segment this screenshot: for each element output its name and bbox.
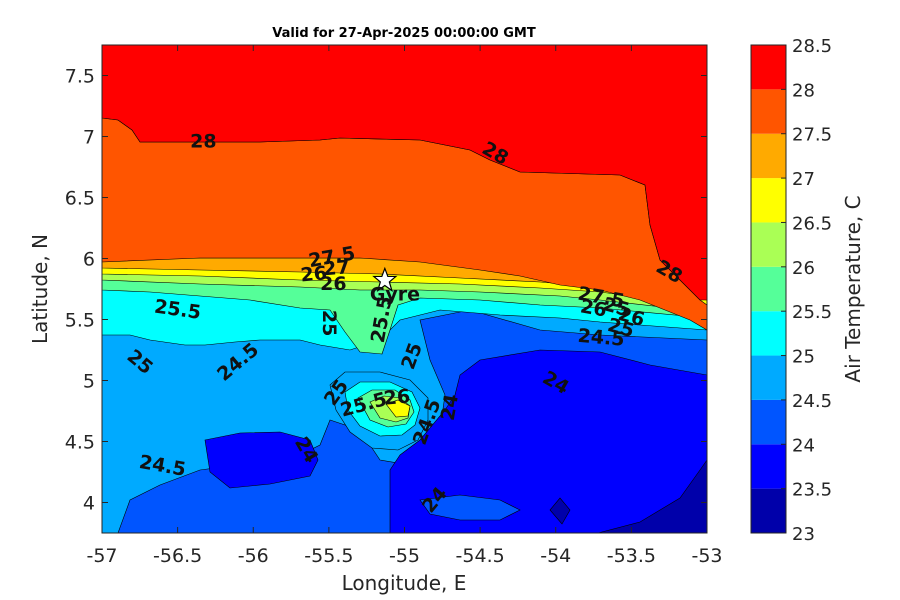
colorbar-tick-label: 27 bbox=[792, 169, 815, 190]
colorbar-tick-label: 26.5 bbox=[792, 213, 832, 234]
y-tick-label: 7 bbox=[83, 127, 95, 149]
colorbar-tick-label: 24.5 bbox=[792, 391, 832, 412]
colorbar-swatch bbox=[751, 89, 786, 134]
colorbar-swatch bbox=[751, 444, 786, 489]
colorbar-swatch bbox=[751, 178, 786, 223]
contour-island-24-24.5 bbox=[419, 494, 521, 521]
y-axis: 4 4.5 5 5.5 6 6.5 7 7.5 bbox=[65, 66, 707, 515]
colorbar-swatch bbox=[751, 222, 786, 267]
colorbar-swatch bbox=[751, 399, 786, 445]
y-tick-label: 4.5 bbox=[65, 432, 95, 454]
contour-label: 25 bbox=[318, 310, 340, 336]
contour-label: 24 bbox=[437, 392, 463, 422]
contour-label: 26 bbox=[579, 295, 609, 321]
contour-region-23.5-24-east bbox=[389, 349, 707, 533]
y-tick-label: 5.5 bbox=[65, 310, 95, 332]
contour-pocket-23.5-24-west bbox=[204, 431, 319, 489]
y-tick-label: 4 bbox=[83, 493, 95, 515]
plot-area bbox=[102, 45, 707, 533]
colorbar-tick-label: 27.5 bbox=[792, 125, 832, 146]
x-tick-label: -56.5 bbox=[153, 545, 202, 567]
contour-pocket-26.5-27 bbox=[385, 399, 411, 418]
colorbar: 23 23.5 24 24.5 25 25.5 26 26.5 27 27.5 28 28.5 bbox=[750, 36, 832, 545]
colorbar-swatch bbox=[751, 488, 786, 533]
chart-title: Valid for 27-Apr-2025 00:00:00 GMT bbox=[272, 26, 536, 41]
station-marker: Gyre bbox=[370, 266, 420, 305]
colorbar-tick-label: 23 bbox=[792, 524, 815, 545]
colorbar-frame bbox=[750, 44, 787, 534]
x-tick-label: -55 bbox=[389, 545, 420, 567]
x-tick-label: -54 bbox=[540, 545, 571, 567]
contour-label: 27 bbox=[322, 256, 350, 280]
x-tick-label: -53 bbox=[691, 545, 722, 567]
y-tick-label: 6 bbox=[83, 249, 95, 271]
colorbar-swatch bbox=[751, 45, 786, 90]
x-axis-label: Longitude, E bbox=[342, 571, 467, 595]
colorbar-label: Air Temperature, C bbox=[841, 195, 865, 382]
y-axis-label: Latitude, N bbox=[28, 234, 52, 344]
colorbar-tick-label: 25 bbox=[792, 347, 815, 368]
y-tick-label: 5 bbox=[83, 371, 95, 393]
x-tick-label: -53.5 bbox=[607, 545, 656, 567]
colorbar-tick-label: 25.5 bbox=[792, 302, 832, 323]
y-tick-label: 7.5 bbox=[65, 66, 95, 88]
colorbar-swatch bbox=[751, 133, 786, 179]
contour-label: 24.5 bbox=[577, 325, 626, 351]
contour-island-small bbox=[549, 497, 571, 525]
contour-band-28-28.5 bbox=[102, 45, 707, 301]
colorbar-swatch bbox=[751, 355, 786, 400]
station-label: Gyre bbox=[370, 283, 420, 305]
contour-label: 26 bbox=[300, 262, 328, 286]
contour-label: 26 bbox=[320, 273, 346, 295]
contour-region-23-23.5 bbox=[597, 459, 707, 533]
colorbar-tick-label: 23.5 bbox=[792, 480, 832, 501]
star-icon bbox=[372, 266, 398, 292]
colorbar-tick-label: 26 bbox=[792, 258, 815, 279]
colorbar-swatch bbox=[751, 311, 786, 356]
contour-label: 28 bbox=[190, 130, 216, 152]
colorbar-tick-label: 24 bbox=[792, 435, 815, 456]
x-tick-label: -57 bbox=[86, 545, 117, 567]
x-axis: -57 -56.5 -56 -55.5 -55 -54.5 -54 -53.5 -53 bbox=[86, 45, 723, 567]
colorbar-tick-label: 28 bbox=[792, 80, 815, 101]
x-tick-label: -54.5 bbox=[456, 545, 505, 567]
colorbar-swatch bbox=[751, 266, 786, 312]
x-tick-label: -56 bbox=[238, 545, 269, 567]
contour-label: 26 bbox=[383, 385, 411, 409]
y-tick-label: 6.5 bbox=[65, 188, 95, 210]
colorbar-tick-label: 28.5 bbox=[792, 36, 832, 57]
x-tick-label: -55.5 bbox=[304, 545, 353, 567]
